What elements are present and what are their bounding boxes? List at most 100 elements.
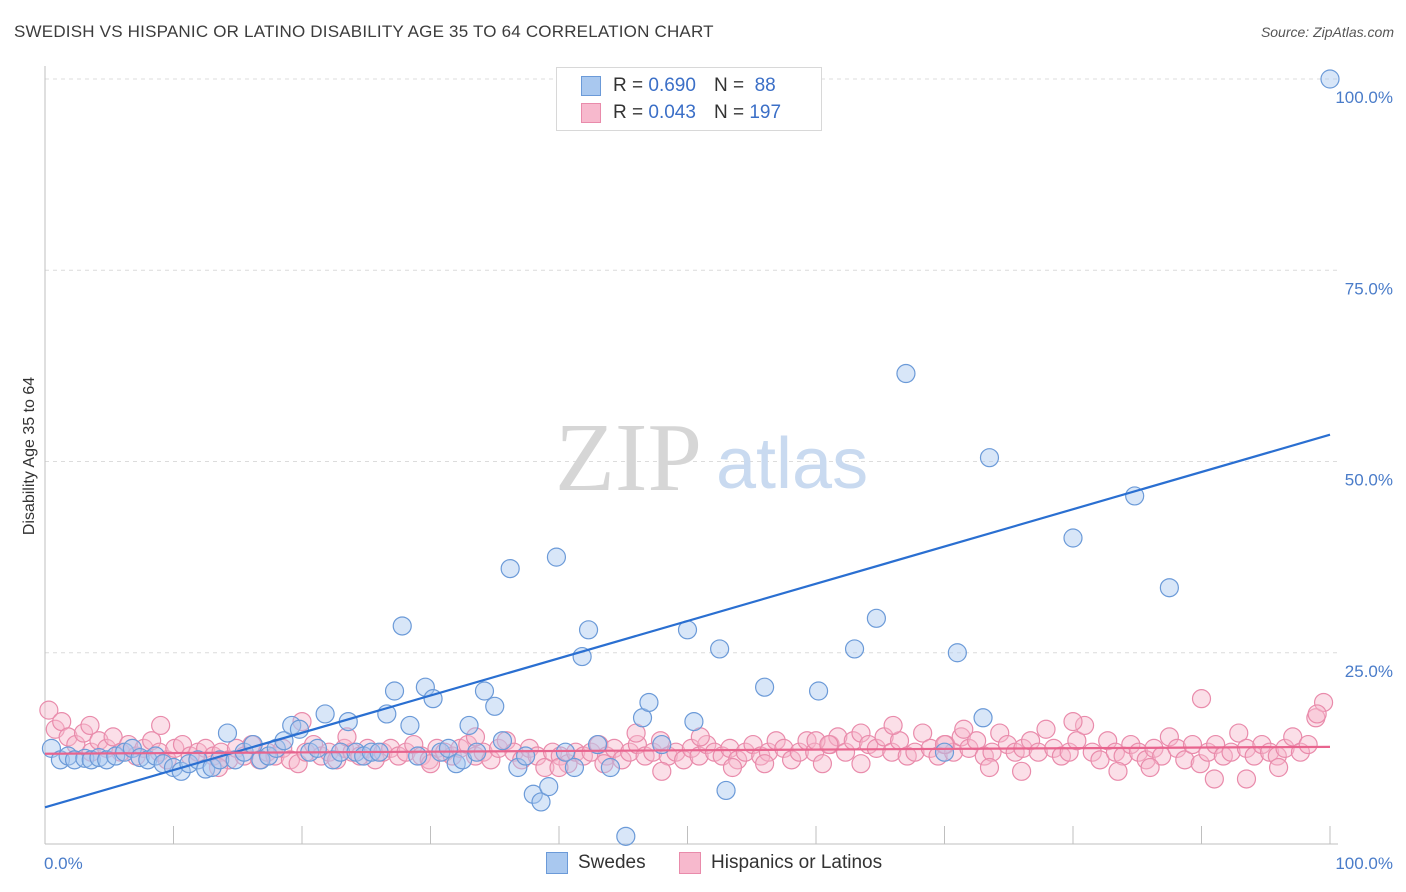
point-hispanics (1108, 761, 1128, 781)
point-hispanics (883, 715, 903, 736)
point-swedes (474, 681, 495, 701)
point-hispanics (1175, 750, 1195, 770)
y-tick-labels: 100.0% 75.0% 50.0% 25.0% (1335, 88, 1393, 681)
legend-r-label: R = (613, 102, 644, 123)
point-swedes (652, 734, 672, 755)
point-hispanics (292, 711, 312, 732)
point-hispanics (835, 742, 856, 762)
point-hispanics (1159, 727, 1179, 747)
point-hispanics (722, 757, 743, 778)
point-hispanics (689, 746, 709, 766)
y-tick-label: 50.0% (1345, 471, 1393, 490)
point-swedes (600, 757, 621, 778)
point-swedes (616, 826, 636, 846)
point-hispanics (1020, 731, 1041, 751)
legend-n-value: 88 (754, 75, 776, 96)
legend-r-value: 0.043 (648, 102, 696, 123)
series-legend: Swedes Hispanics or Latinos (0, 852, 1406, 876)
point-hispanics (1275, 738, 1295, 758)
point-hispanics (1182, 734, 1203, 755)
legend-row-swedes: R = 0.690 N = 88 (581, 74, 776, 98)
legend-n-label: N = (713, 75, 745, 96)
point-swedes (500, 558, 520, 579)
point-swedes (546, 547, 567, 567)
point-hispanics (1090, 750, 1110, 770)
point-hispanics (1283, 727, 1303, 747)
legend: R = 0.690 N = 88 R = 0.043 N = 197 (556, 67, 822, 131)
point-hispanics (1313, 692, 1334, 713)
point-swedes (515, 746, 536, 766)
point-hispanics (758, 742, 779, 762)
point-hispanics (1190, 754, 1210, 774)
point-swedes (947, 643, 967, 663)
trend-lines (44, 433, 1331, 809)
point-swedes (408, 746, 428, 766)
point-swedes (844, 639, 865, 659)
point-swedes (145, 746, 166, 766)
point-swedes (315, 704, 335, 724)
point-swedes (710, 639, 730, 659)
point-hispanics (990, 723, 1010, 743)
point-hispanics (1074, 715, 1095, 736)
series-legend-swatch-swedes (546, 852, 568, 874)
legend-n-label: N = (713, 102, 745, 123)
series-legend-hispanics: Hispanics or Latinos (679, 852, 882, 874)
grid-lines (45, 78, 1338, 654)
point-hispanics (465, 727, 486, 747)
point-swedes (81, 750, 101, 770)
point-swedes (639, 692, 659, 713)
point-swedes (508, 757, 528, 778)
point-swedes (587, 734, 608, 755)
point-hispanics (103, 727, 123, 747)
point-swedes (1159, 578, 1179, 598)
point-swedes (531, 792, 551, 812)
chart-title: SWEDISH VS HISPANIC OR LATINO DISABILITY… (14, 22, 714, 41)
legend-r-value: 0.690 (648, 75, 696, 96)
point-hispanics (754, 754, 775, 774)
point-swedes (1320, 69, 1340, 89)
point-hispanics (1191, 689, 1212, 709)
point-swedes (438, 738, 459, 758)
watermark-zip: ZIP (555, 404, 702, 512)
point-hispanics (851, 723, 871, 743)
point-swedes (564, 757, 585, 778)
point-hispanics (1121, 734, 1141, 755)
legend-r-label: R = (613, 75, 644, 96)
point-swedes (523, 784, 543, 804)
legend-n-value: 197 (749, 102, 782, 123)
point-swedes (684, 711, 704, 732)
point-swedes (400, 715, 420, 736)
point-hispanics (812, 754, 833, 774)
series-legend-swedes: Swedes (546, 852, 646, 874)
point-hispanics (404, 734, 424, 755)
series-legend-label-hispanics: Hispanics or Latinos (711, 852, 883, 873)
point-hispanics (1236, 769, 1257, 789)
point-swedes (896, 363, 916, 384)
trend-line-swedes (44, 433, 1331, 809)
legend-swatch-swedes (581, 76, 601, 96)
point-swedes (1063, 528, 1083, 548)
point-hispanics (774, 738, 794, 758)
series-legend-label-swedes: Swedes (578, 852, 646, 873)
point-hispanics (288, 754, 308, 774)
point-swedes (934, 742, 955, 762)
point-swedes (578, 620, 599, 640)
watermark: ZIP atlas (555, 404, 868, 512)
point-hispanics (1268, 757, 1289, 778)
point-swedes (459, 715, 479, 736)
x-tick-labels: 0.0% 100.0% (44, 854, 1393, 873)
point-hispanics (1140, 757, 1160, 778)
point-hispanics (89, 731, 109, 751)
y-tick-label: 25.0% (1345, 662, 1393, 681)
point-swedes (973, 708, 993, 728)
point-hispanics (151, 715, 171, 736)
point-hispanics (735, 742, 755, 762)
y-axis-label: Disability Age 35 to 64 (21, 377, 38, 535)
point-swedes (808, 681, 829, 701)
point-swedes (716, 780, 736, 801)
point-hispanics (73, 723, 94, 743)
point-hispanics (80, 715, 100, 736)
point-hispanics (819, 734, 839, 755)
point-hispanics (58, 727, 78, 747)
